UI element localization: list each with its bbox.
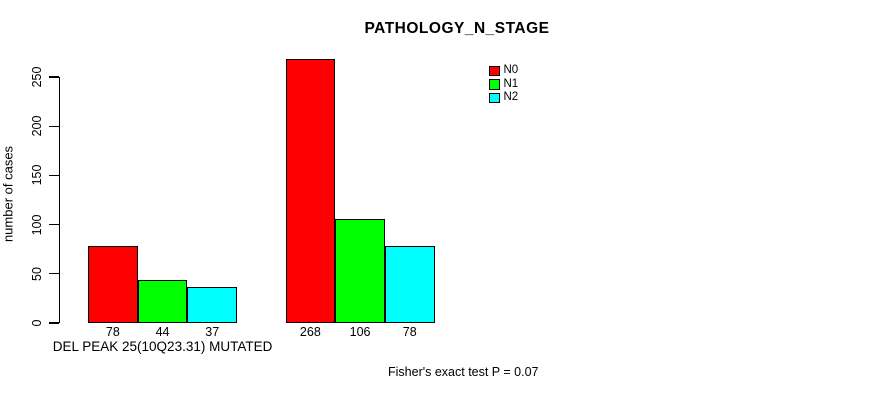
y-tick-label: 250 <box>29 66 44 88</box>
y-tick <box>48 125 59 127</box>
y-tick-label: 0 <box>29 319 44 327</box>
bar-value-label: 78 <box>105 325 120 339</box>
bar-value-label: 44 <box>155 325 170 339</box>
legend-item-n1: N1 <box>489 78 518 92</box>
y-tick-label: 150 <box>29 164 44 186</box>
bar-value-label: 106 <box>349 325 371 339</box>
legend-item-n2: N2 <box>489 91 518 105</box>
bar-n1-group2 <box>335 218 385 323</box>
bar-value-label: 78 <box>402 325 417 339</box>
y-tick-label: 200 <box>29 115 44 137</box>
y-axis-title: number of cases <box>0 145 16 243</box>
bar-n0-group1 <box>88 246 138 323</box>
group-label: DEL PEAK 25(10Q23.31) MUTATED <box>52 339 273 354</box>
y-tick <box>48 273 59 275</box>
legend-label: N2 <box>503 91 519 104</box>
y-tick-label: 50 <box>29 266 44 281</box>
bar-n2-group1 <box>187 286 238 323</box>
y-tick <box>48 223 59 226</box>
legend-swatch-n2 <box>489 92 500 104</box>
y-axis-line <box>58 77 60 323</box>
bar-value-label: 268 <box>299 325 321 339</box>
legend-label: N0 <box>503 64 519 77</box>
legend-swatch-n1 <box>489 79 500 90</box>
y-tick <box>48 322 59 324</box>
bar-value-label: 37 <box>205 325 220 339</box>
y-tick <box>48 174 59 177</box>
y-tick-label: 100 <box>29 214 44 236</box>
legend-label: N1 <box>503 77 519 90</box>
legend: N0 N1 N2 <box>489 64 518 105</box>
y-tick <box>48 76 59 78</box>
footnote-pvalue: Fisher's exact test P = 0.07 <box>388 365 539 379</box>
chart-title: PATHOLOGY_N_STAGE <box>364 20 550 37</box>
legend-swatch-n0 <box>489 65 500 77</box>
bar-n0-group2 <box>285 59 336 323</box>
bar-n2-group2 <box>384 246 435 323</box>
legend-item-n0: N0 <box>489 64 518 78</box>
bar-n1-group1 <box>137 279 188 323</box>
